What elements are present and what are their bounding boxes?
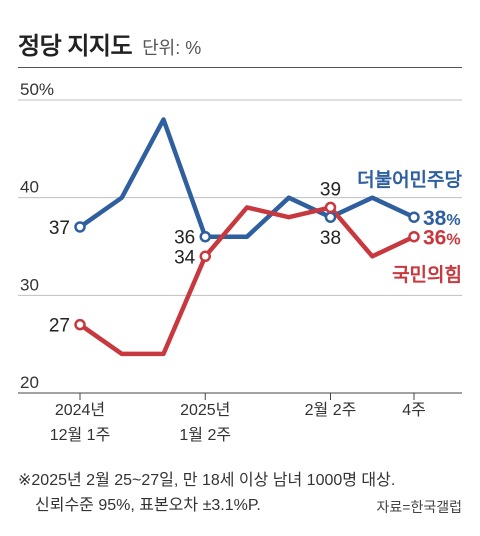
title-divider [18,67,462,68]
data-point-marker [199,230,211,243]
data-point-marker [199,250,211,263]
footnote: ※2025년 2월 25~27일, 만 18세 이상 남녀 1000명 대상. … [18,468,395,518]
data-label: 39 [320,179,341,200]
source-credit: 자료=한국갤럽 [376,499,462,515]
data-label: 38 [320,228,341,249]
data-point-marker [408,230,420,243]
data-point-marker [74,318,86,331]
footnote-line-1: ※2025년 2월 25~27일, 만 18세 이상 남녀 1000명 대상. [18,472,396,489]
series-line-2 [77,205,417,357]
series-label: 국민의힘 [392,264,462,286]
chart-header: 정당 지지도 단위: % [18,26,201,60]
series-line-1 [77,117,417,239]
data-label: 34 [174,247,196,268]
data-label: 37 [49,218,70,239]
x-tick-label: 2025년 [180,401,230,419]
chart-title: 정당 지지도 [18,33,133,60]
x-tick-label: 12월 1주 [50,426,111,444]
footnote-line-2: 신뢰수준 95%, 표본오차 ±3.1%P. [35,497,261,514]
y-tick-label: 30 [20,275,39,294]
end-value-label: 38% [423,207,461,230]
x-tick-label: 2월 2주 [305,401,357,419]
y-tick-label: 50% [20,80,54,99]
data-point-marker [324,201,337,214]
data-point-marker [408,211,420,223]
x-tick-label: 2024년 [55,401,105,419]
end-value-label: 36% [423,227,461,250]
x-tick-label: 4주 [402,402,426,419]
y-tick-label: 20 [20,373,39,392]
data-label: 36 [174,228,195,249]
line-chart: 50% 40 30 20 2024년 12월 1주 2025년 1월 2주 2월 2주 4주 37 3… [18,80,463,444]
data-label: 27 [49,316,70,337]
series-label: 더불어민주당 [357,169,462,191]
unit-label: 단위: % [142,38,202,58]
data-point-marker [324,211,337,223]
y-tick-label: 40 [20,178,39,197]
data-point-marker [74,221,86,233]
x-tick-label: 1월 2주 [179,426,231,444]
